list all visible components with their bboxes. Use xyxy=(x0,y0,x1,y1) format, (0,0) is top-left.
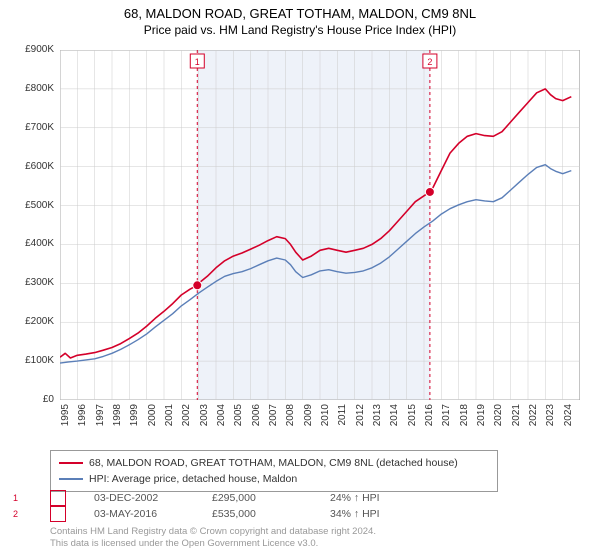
x-tick-label: 2017 xyxy=(441,404,452,434)
legend-swatch xyxy=(59,478,83,480)
y-tick-label: £200K xyxy=(6,316,54,327)
legend-item: 68, MALDON ROAD, GREAT TOTHAM, MALDON, C… xyxy=(59,455,489,471)
y-tick-label: £300K xyxy=(6,277,54,288)
x-tick-label: 2007 xyxy=(268,404,279,434)
y-tick-label: £600K xyxy=(6,161,54,172)
x-tick-label: 2023 xyxy=(545,404,556,434)
x-tick-label: 2005 xyxy=(233,404,244,434)
x-tick-label: 2008 xyxy=(285,404,296,434)
marker-pct: 24% ↑ HPI xyxy=(330,492,420,504)
footer-line: Contains HM Land Registry data © Crown c… xyxy=(50,526,376,538)
chart-container: 68, MALDON ROAD, GREAT TOTHAM, MALDON, C… xyxy=(0,0,600,560)
marker-number: 2 xyxy=(13,509,103,519)
x-tick-label: 2016 xyxy=(424,404,435,434)
legend-item: HPI: Average price, detached house, Mald… xyxy=(59,471,489,487)
x-tick-label: 2011 xyxy=(337,404,348,434)
x-tick-label: 2012 xyxy=(355,404,366,434)
x-tick-label: 2009 xyxy=(303,404,314,434)
x-tick-label: 2001 xyxy=(164,404,175,434)
x-tick-label: 1995 xyxy=(60,404,71,434)
y-tick-label: £700K xyxy=(6,122,54,133)
y-tick-label: £400K xyxy=(6,238,54,249)
marker-row: 1 03-DEC-2002 £295,000 24% ↑ HPI xyxy=(50,490,420,506)
marker-box-icon: 1 xyxy=(50,490,66,506)
chart-subtitle: Price paid vs. HM Land Registry's House … xyxy=(0,23,600,37)
y-tick-label: £0 xyxy=(6,394,54,405)
x-tick-label: 2024 xyxy=(563,404,574,434)
chart-title: 68, MALDON ROAD, GREAT TOTHAM, MALDON, C… xyxy=(0,6,600,21)
marker-row: 2 03-MAY-2016 £535,000 34% ↑ HPI xyxy=(50,506,420,522)
marker-price: £535,000 xyxy=(212,508,302,520)
marker-pct: 34% ↑ HPI xyxy=(330,508,420,520)
x-tick-label: 2020 xyxy=(493,404,504,434)
line-chart: 12 xyxy=(60,50,580,400)
footer-line: This data is licensed under the Open Gov… xyxy=(50,538,376,550)
y-tick-label: £900K xyxy=(6,44,54,55)
x-tick-label: 1997 xyxy=(95,404,106,434)
marker-date: 03-MAY-2016 xyxy=(94,508,184,520)
marker-price: £295,000 xyxy=(212,492,302,504)
x-tick-label: 2019 xyxy=(476,404,487,434)
footer-attribution: Contains HM Land Registry data © Crown c… xyxy=(50,526,376,551)
y-tick-label: £800K xyxy=(6,83,54,94)
svg-text:2: 2 xyxy=(427,57,432,67)
marker-number: 1 xyxy=(13,493,103,503)
x-tick-label: 2010 xyxy=(320,404,331,434)
x-tick-label: 2004 xyxy=(216,404,227,434)
marker-date: 03-DEC-2002 xyxy=(94,492,184,504)
x-tick-label: 2018 xyxy=(459,404,470,434)
marker-box-icon: 2 xyxy=(50,506,66,522)
x-tick-label: 2003 xyxy=(199,404,210,434)
x-tick-label: 2013 xyxy=(372,404,383,434)
x-tick-label: 2000 xyxy=(147,404,158,434)
x-tick-label: 2015 xyxy=(407,404,418,434)
legend-swatch xyxy=(59,462,83,464)
x-tick-label: 2002 xyxy=(181,404,192,434)
title-block: 68, MALDON ROAD, GREAT TOTHAM, MALDON, C… xyxy=(0,0,600,37)
legend-label: HPI: Average price, detached house, Mald… xyxy=(89,473,297,485)
x-tick-label: 1999 xyxy=(129,404,140,434)
x-tick-label: 2022 xyxy=(528,404,539,434)
legend: 68, MALDON ROAD, GREAT TOTHAM, MALDON, C… xyxy=(50,450,498,492)
y-tick-label: £500K xyxy=(6,200,54,211)
legend-label: 68, MALDON ROAD, GREAT TOTHAM, MALDON, C… xyxy=(89,457,458,469)
y-tick-label: £100K xyxy=(6,355,54,366)
marker-table: 1 03-DEC-2002 £295,000 24% ↑ HPI 2 03-MA… xyxy=(50,490,420,522)
x-tick-label: 1998 xyxy=(112,404,123,434)
x-tick-label: 1996 xyxy=(77,404,88,434)
x-tick-label: 2021 xyxy=(511,404,522,434)
svg-text:1: 1 xyxy=(195,57,200,67)
x-tick-label: 2014 xyxy=(389,404,400,434)
x-tick-label: 2006 xyxy=(251,404,262,434)
